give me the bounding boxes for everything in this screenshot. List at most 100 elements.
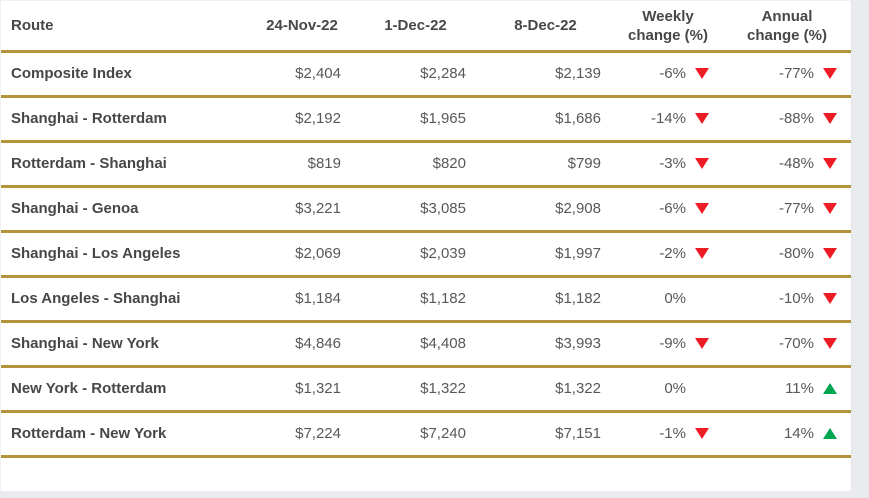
triangle-down-icon [823,113,837,124]
value-cell: $2,039 [420,245,466,262]
value-cell: $1,184 [295,290,341,307]
table-row: Los Angeles - Shanghai $1,184 $1,182 $1,… [1,276,851,321]
header-row: Route 24-Nov-22 1-Dec-22 8-Dec-22 Weekly… [1,1,851,51]
route-cell: Rotterdam - New York [11,425,167,442]
triangle-up-icon [823,383,837,394]
value-cell: $4,408 [420,335,466,352]
no-change-spacer [695,383,709,394]
route-cell: Los Angeles - Shanghai [11,290,181,307]
column-header-route: Route [11,16,54,34]
annual-change-value: -77% [778,200,814,217]
triangle-down-icon [695,113,709,124]
triangle-down-icon [695,248,709,259]
weekly-change-value: -1% [659,425,686,442]
table-row: Shanghai - Los Angeles $2,069 $2,039 $1,… [1,231,851,276]
triangle-down-icon [695,203,709,214]
weekly-change-cell: 0% [613,366,723,411]
weekly-change-value: -6% [659,65,686,82]
annual-change-value: -88% [778,110,814,127]
route-cell: Composite Index [11,65,132,82]
value-cell: $7,240 [420,425,466,442]
column-header-date-2: 1-Dec-22 [384,16,447,34]
weekly-change-value: -6% [659,200,686,217]
table-row: Shanghai - Rotterdam $2,192 $1,965 $1,68… [1,96,851,141]
value-cell: $7,151 [555,425,601,442]
weekly-header-line2: change (%) [627,27,708,45]
weekly-change-value: -9% [659,335,686,352]
annual-change-value: -10% [778,290,814,307]
annual-change-cell: -80% [723,231,851,276]
value-cell: $4,846 [295,335,341,352]
value-cell: $1,997 [555,245,601,262]
table-row: Rotterdam - New York $7,224 $7,240 $7,15… [1,411,851,456]
triangle-down-icon [823,68,837,79]
value-cell: $2,284 [420,65,466,82]
value-cell: $1,182 [555,290,601,307]
triangle-down-icon [823,203,837,214]
weekly-change-cell: -6% [613,51,723,96]
weekly-change-cell: -9% [613,321,723,366]
route-cell: Shanghai - New York [11,335,159,352]
triangle-up-icon [823,428,837,439]
weekly-header-line1: Weekly [642,8,694,26]
table-row: Shanghai - New York $4,846 $4,408 $3,993… [1,321,851,366]
weekly-change-value: 0% [664,380,686,397]
weekly-change-cell: -6% [613,186,723,231]
route-cell: Rotterdam - Shanghai [11,155,167,172]
table-row: New York - Rotterdam $1,321 $1,322 $1,32… [1,366,851,411]
value-cell: $3,085 [420,200,466,217]
triangle-down-icon [823,293,837,304]
annual-change-cell: 11% [723,366,851,411]
route-cell: Shanghai - Rotterdam [11,110,167,127]
value-cell: $1,182 [420,290,466,307]
annual-change-value: 11% [785,380,814,397]
value-cell: $2,192 [295,110,341,127]
weekly-change-cell: 0% [613,276,723,321]
column-header-weekly-change: Weekly change (%) [613,1,723,51]
value-cell: $1,686 [555,110,601,127]
weekly-change-cell: -3% [613,141,723,186]
rates-table: Route 24-Nov-22 1-Dec-22 8-Dec-22 Weekly… [1,1,851,458]
value-cell: $3,993 [555,335,601,352]
triangle-down-icon [695,338,709,349]
value-cell: $820 [432,155,466,172]
triangle-down-icon [823,248,837,259]
value-cell: $7,224 [295,425,341,442]
table-row: Composite Index $2,404 $2,284 $2,139 -6%… [1,51,851,96]
freight-rates-card: Route 24-Nov-22 1-Dec-22 8-Dec-22 Weekly… [0,0,852,491]
annual-header-line2: change (%) [746,27,827,45]
annual-change-cell: -77% [723,51,851,96]
route-cell: Shanghai - Los Angeles [11,245,181,262]
value-cell: $1,321 [295,380,341,397]
annual-change-cell: -70% [723,321,851,366]
value-cell: $2,404 [295,65,341,82]
value-cell: $3,221 [295,200,341,217]
column-header-date-3: 8-Dec-22 [514,16,577,34]
annual-change-value: -70% [778,335,814,352]
triangle-down-icon [695,158,709,169]
weekly-change-value: -2% [659,245,686,262]
annual-change-value: -48% [778,155,814,172]
value-cell: $1,322 [555,380,601,397]
value-cell: $2,139 [555,65,601,82]
value-cell: $1,322 [420,380,466,397]
value-cell: $2,069 [295,245,341,262]
annual-change-cell: -10% [723,276,851,321]
column-header-date-1: 24-Nov-22 [266,16,338,34]
annual-change-value: 14% [783,425,814,442]
annual-change-value: -77% [778,65,814,82]
value-cell: $819 [307,155,341,172]
weekly-change-value: -3% [659,155,686,172]
no-change-spacer [695,293,709,304]
value-cell: $2,908 [555,200,601,217]
annual-change-cell: 14% [723,411,851,456]
annual-change-cell: -77% [723,186,851,231]
column-header-annual-change: Annual change (%) [723,1,851,51]
weekly-change-cell: -2% [613,231,723,276]
value-cell: $1,965 [420,110,466,127]
weekly-change-cell: -1% [613,411,723,456]
annual-change-cell: -88% [723,96,851,141]
weekly-change-value: -14% [650,110,686,127]
route-cell: Shanghai - Genoa [11,200,139,217]
